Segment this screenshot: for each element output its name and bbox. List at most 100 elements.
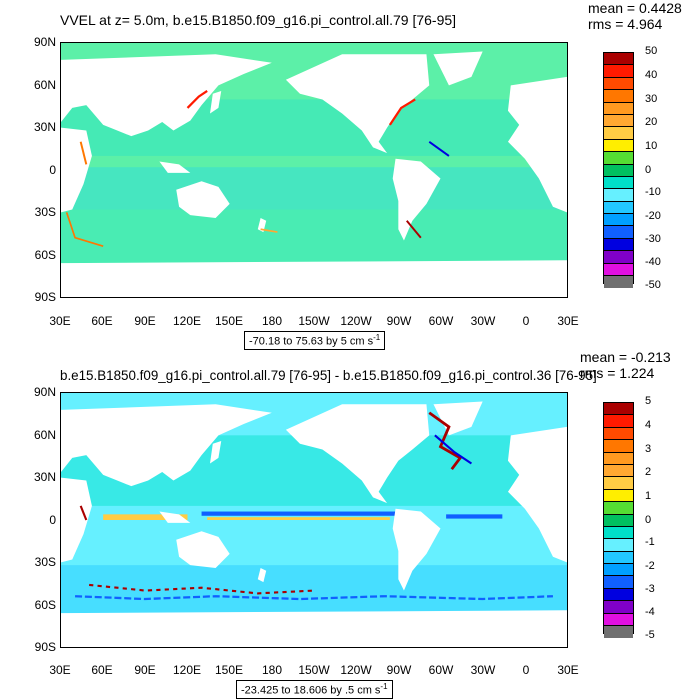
p1-colorbar-label: 40: [645, 69, 658, 81]
antarctica-land: [61, 260, 567, 297]
panel2-map-canvas: [61, 393, 567, 647]
panel2-rms: rms = 1.224: [580, 365, 655, 381]
colorbar-swatch: [604, 539, 633, 552]
p1-lat-label: 30N: [33, 120, 56, 134]
colorbar-swatch: [604, 588, 633, 602]
p2-lon-label: 60E: [91, 663, 113, 677]
p1-lon-label: 30E: [49, 314, 71, 328]
p2-lon-label: 30E: [49, 663, 71, 677]
p2-lat-label: 90N: [33, 385, 56, 399]
p1-colorbar-label: -20: [645, 210, 661, 222]
colorbar-swatch: [604, 114, 633, 128]
p1-lon-label: 150E: [214, 314, 244, 328]
colorbar-swatch: [604, 226, 633, 239]
panel2-range-exponent: -1: [380, 682, 388, 691]
p1-colorbar-label: -30: [645, 233, 661, 245]
p1-lon-label: 0: [522, 314, 530, 328]
colorbar-swatch: [604, 551, 633, 565]
p2-lon-label: 60W: [428, 663, 454, 677]
africa-west-land: [61, 127, 92, 213]
p1-colorbar-label: -50: [645, 279, 661, 291]
colorbar-swatch: [604, 427, 633, 441]
brazil-current: [406, 220, 422, 239]
south-pacific-current: [260, 228, 278, 233]
p2-colorbar-label: -1: [645, 536, 655, 548]
p2-colorbar-label: 5: [645, 395, 652, 407]
p2-colorbar-label: -4: [645, 606, 655, 618]
colorbar-swatch: [604, 139, 633, 153]
equatorial-jet-pacific-north: [207, 517, 390, 520]
panel1-mean: mean = 0.4428: [588, 0, 682, 16]
equatorial-jet-pacific-south: [201, 511, 399, 516]
p1-lon-label: 60E: [91, 314, 113, 328]
colorbar-swatch: [604, 201, 633, 215]
p1-colorbar-label: -10: [645, 186, 661, 198]
p2-lon-label: 30E: [557, 663, 579, 677]
colorbar-swatch: [604, 514, 633, 527]
eurasia-land: [61, 54, 272, 137]
new-zealand-land: [257, 217, 267, 233]
colorbar-swatch: [604, 613, 633, 627]
panel2-colorbar: [603, 402, 634, 639]
p2-lat-label: 30N: [33, 470, 56, 484]
p1-colorbar-label: 50: [645, 45, 658, 57]
p1-lon-label: 90W: [386, 314, 412, 328]
indonesia-land: [159, 161, 191, 173]
colorbar-swatch: [604, 251, 633, 264]
colorbar-swatch: [604, 238, 633, 252]
boundary-currents: [65, 90, 450, 248]
p2-colorbar-label: -3: [645, 583, 655, 595]
panel2-mean: mean = -0.213: [580, 349, 671, 365]
p2-lon-label: 150E: [214, 663, 244, 677]
colorbar-swatch: [604, 452, 633, 465]
anomaly-features: [75, 411, 553, 601]
p2-lon-label: 150W: [298, 663, 330, 677]
somali-anomaly: [79, 505, 88, 521]
p1-lon-label: 150W: [298, 314, 330, 328]
p1-colorbar-label: -40: [645, 256, 661, 268]
p2-lon-label: 120E: [172, 663, 202, 677]
colorbar-swatch: [604, 564, 633, 577]
p1-colorbar-label: 30: [645, 93, 658, 105]
indonesia-land: [159, 511, 191, 523]
p2-lat-label: 90S: [34, 640, 56, 654]
colorbar-swatch: [604, 152, 633, 165]
greenland-land: [433, 51, 483, 86]
p2-colorbar-label: 2: [645, 466, 652, 478]
panel2-map: [60, 392, 568, 648]
somali-current: [79, 141, 88, 165]
colorbar-swatch: [604, 127, 633, 140]
p1-lat-label: 90N: [33, 35, 56, 49]
p2-lat-label: 60S: [34, 598, 56, 612]
panel1-map: [60, 42, 568, 298]
colorbar-swatch: [604, 263, 633, 277]
land-masses: [61, 401, 567, 647]
colorbar-swatch: [604, 440, 633, 453]
colorbar-swatch: [604, 102, 633, 115]
equatorial-jet-atlantic: [446, 514, 503, 519]
p2-lat-label: 0: [49, 513, 56, 527]
colorbar-swatch: [604, 53, 633, 66]
p2-lon-label: 0: [522, 663, 530, 677]
p2-colorbar-label: 3: [645, 443, 652, 455]
p1-lon-label: 180: [261, 314, 283, 328]
africa-europe-east-land: [507, 426, 567, 563]
p2-lat-label: 60N: [33, 428, 56, 442]
colorbar-swatch: [604, 176, 633, 190]
north-america-land: [285, 54, 430, 154]
panel1-rms: rms = 4.964: [588, 16, 663, 32]
africa-europe-east-land: [507, 76, 567, 213]
p2-lon-label: 120W: [340, 663, 372, 677]
panel1-range-box: -70.18 to 75.63 by 5 cm s-1: [244, 331, 386, 350]
colorbar-swatch: [604, 403, 633, 416]
p2-colorbar-label: 0: [645, 514, 652, 526]
p1-colorbar-label: 10: [645, 140, 658, 152]
p2-lat-label: 30S: [34, 555, 56, 569]
p2-colorbar-label: -2: [645, 560, 655, 572]
eurasia-land: [61, 404, 272, 487]
africa-west-land: [61, 477, 92, 563]
colorbar-swatch: [604, 464, 633, 478]
p1-lat-label: 0: [49, 163, 56, 177]
north-atlantic-anomaly: [428, 411, 463, 471]
colorbar-swatch: [604, 77, 633, 91]
